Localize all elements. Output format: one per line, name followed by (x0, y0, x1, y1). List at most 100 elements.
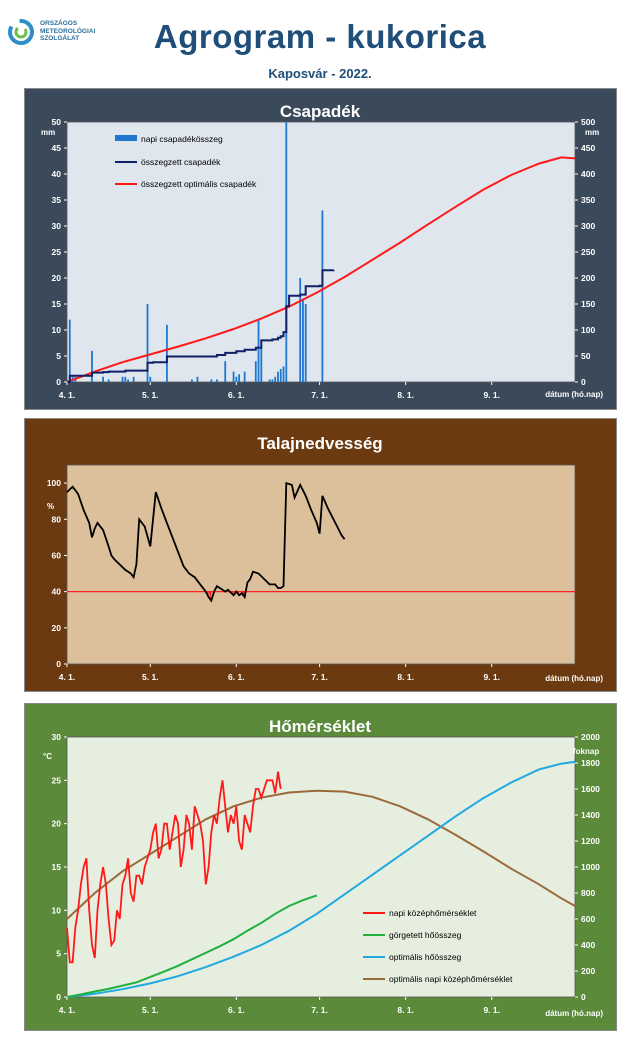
rain-bar (302, 298, 304, 382)
y-tick-label-right: 0 (581, 377, 586, 387)
rain-bar (124, 376, 127, 382)
y-tick-label: 40 (52, 587, 62, 597)
y-tick-label: 60 (52, 550, 62, 560)
legend-label: napi csapadékösszeg (141, 134, 223, 144)
omsz-logo: ORSZÁGOS METEOROLÓGIAI SZOLGÁLAT (8, 18, 128, 50)
rain-bar (210, 379, 213, 382)
y-tick-label-right: 1400 (581, 810, 600, 820)
y-tick-label-right: 1000 (581, 862, 600, 872)
plot-border (66, 464, 576, 665)
x-tick-label: 9. 1. (483, 1005, 500, 1015)
chart-title: Hőmérséklet (269, 717, 371, 736)
rolling-heat-sum-line (66, 894, 318, 998)
x-tick-label: 8. 1. (397, 390, 414, 400)
legend-label: görgetett hőösszeg (389, 930, 462, 940)
rain-bar (68, 319, 71, 382)
legend-label: napi középhőmérséklet (389, 908, 477, 918)
soil-moisture-chart: Talajnedvesség 4. 1. 5. 1. 6. 1. 7. 1. 8. 1.… (25, 419, 616, 691)
y-tick-label: 25 (52, 775, 62, 785)
y-tick-label: 40 (52, 169, 62, 179)
x-tick-label: 7. 1. (311, 390, 328, 400)
x-tick-label: 5. 1. (142, 1005, 159, 1015)
rain-bar (238, 374, 241, 382)
x-axis-label: dátum (hó.nap) (545, 1009, 603, 1018)
y-axis-label-right: foknap (573, 747, 599, 756)
rain-bar (196, 376, 199, 382)
y-tick-label-right: 400 (581, 169, 595, 179)
logo-text: ORSZÁGOS METEOROLÓGIAI SZOLGÁLAT (40, 20, 96, 42)
page-subtitle: Kaposvár - 2022. (268, 66, 372, 81)
y-tick-label-right: 800 (581, 888, 595, 898)
cumulative-rain-line (67, 269, 335, 383)
y-tick-label: 50 (52, 117, 62, 127)
y-tick-label-right: 250 (581, 247, 595, 257)
x-tick-label: 6. 1. (228, 672, 245, 682)
rain-bar (243, 371, 246, 382)
y-tick-label: 15 (52, 862, 62, 872)
rain-bar (127, 379, 129, 382)
optimal-cumulative-rain-line (66, 156, 576, 383)
y-tick-label: 0 (56, 659, 61, 669)
y-tick-label: 0 (56, 992, 61, 1002)
x-tick-label: 9. 1. (483, 672, 500, 682)
page-header: ORSZÁGOS METEOROLÓGIAI SZOLGÁLAT Agrogra… (0, 0, 640, 85)
y-tick-label-right: 1600 (581, 784, 600, 794)
y-tick-label: 80 (52, 514, 62, 524)
y-tick-label: 30 (52, 732, 62, 742)
rain-bar (321, 210, 324, 382)
legend: napi csapadékösszeg összegzett csapadék … (115, 134, 257, 189)
rain-bar (257, 319, 260, 382)
y-tick-label-right: 450 (581, 143, 595, 153)
rain-bar (279, 369, 282, 382)
y-axis-label-left: mm (41, 128, 55, 137)
y-tick-label: 100 (47, 478, 61, 488)
y-tick-label-right: 2000 (581, 732, 600, 742)
y-tick-label-right: 300 (581, 221, 595, 231)
rain-bar (107, 379, 110, 382)
x-tick-label: 6. 1. (228, 1005, 245, 1015)
x-tick-label: 7. 1. (311, 1005, 328, 1015)
x-tick-label: 6. 1. (228, 390, 245, 400)
y-tick-label-right: 50 (581, 351, 591, 361)
page-title: Agrogram - kukorica (153, 18, 487, 55)
rain-bar (91, 350, 93, 382)
rain-bar (274, 376, 277, 382)
x-tick-label: 7. 1. (311, 672, 328, 682)
y-tick-label: 15 (52, 299, 62, 309)
y-tick-label-right: 1200 (581, 836, 600, 846)
rain-bar (285, 122, 288, 382)
x-tick-label: 9. 1. (483, 390, 500, 400)
rain-bar (304, 304, 307, 382)
x-tick-label: 5. 1. (142, 672, 159, 682)
y-tick-label-right: 200 (581, 966, 595, 976)
x-tick-label: 8. 1. (397, 672, 414, 682)
rain-bar (277, 371, 279, 382)
y-tick-label-right: 150 (581, 299, 595, 309)
rain-bar (268, 379, 271, 382)
temperature-panel: Hőmérséklet 4. 1. 5. 1. 6. 1. 7. 1. 8. 1. 9. … (24, 703, 617, 1031)
rain-bar (191, 379, 193, 382)
x-axis-label: dátum (hó.nap) (545, 390, 603, 399)
rain-bar (132, 376, 135, 382)
y-axis-label: % (47, 502, 54, 511)
legend-label: optimális hőösszeg (389, 952, 462, 962)
rain-bar (216, 379, 218, 382)
rain-bar (121, 376, 124, 382)
rain-bar (149, 376, 152, 382)
y-tick-label: 10 (52, 325, 62, 335)
logo-swirl-icon (8, 19, 34, 45)
x-tick-label: 4. 1. (59, 1005, 76, 1015)
daily-mean-temp-line (66, 771, 282, 964)
precipitation-chart: Csapadék 4. 1. 5. 1. 6. 1. 7. 1. 8. 1. 9. 1. 0… (25, 89, 616, 409)
y-tick-label: 5 (56, 949, 61, 959)
y-tick-label: 0 (56, 377, 61, 387)
legend-label: összegzett optimális csapadék (141, 179, 257, 189)
rain-bar (299, 278, 302, 382)
x-tick-label: 8. 1. (397, 1005, 414, 1015)
y-tick-label-right: 400 (581, 940, 595, 950)
y-tick-label: 35 (52, 195, 62, 205)
rain-bar (271, 379, 274, 382)
rain-bar (232, 371, 235, 382)
optimal-heat-sum-line (66, 760, 576, 998)
rain-bar (224, 361, 227, 382)
